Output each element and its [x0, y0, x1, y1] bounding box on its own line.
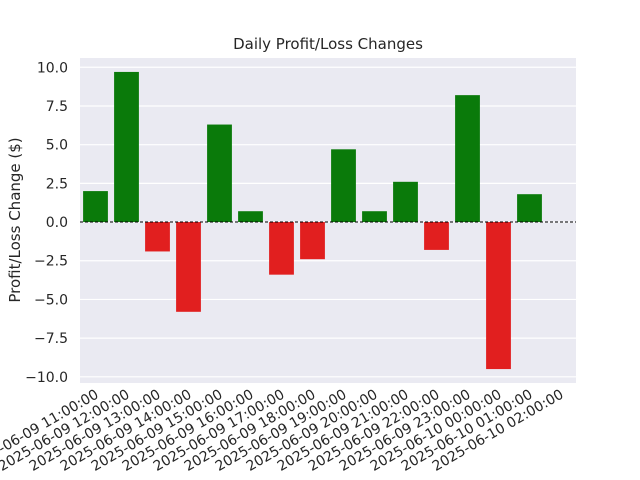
bar [393, 181, 418, 223]
y-tick-label: 2.5 [46, 176, 68, 192]
bar [331, 149, 356, 223]
y-tick-label: 5.0 [46, 138, 68, 154]
bar [238, 211, 263, 223]
y-tick-label: 0.0 [46, 215, 68, 231]
bar [207, 124, 232, 223]
bar [455, 95, 480, 223]
y-tick-label: −7.5 [34, 331, 68, 347]
bar [300, 222, 325, 260]
y-axis-label: Profit/Loss Change ($) [6, 137, 24, 302]
y-tick-label: 10.0 [37, 60, 68, 76]
bar [517, 194, 542, 223]
bar [145, 222, 170, 252]
y-tick-label: −2.5 [34, 254, 68, 270]
bars [83, 71, 542, 370]
chart-title: Daily Profit/Loss Changes [233, 35, 423, 53]
bar [269, 222, 294, 275]
bar [424, 222, 449, 250]
y-tick-label: −10.0 [25, 370, 68, 386]
bar [486, 222, 511, 370]
bar [362, 211, 387, 223]
y-tick-label: −5.0 [34, 292, 68, 308]
bar [176, 222, 201, 312]
y-tick-labels: 10.0 7.5 5.0 2.5 0.0 −2.5 −5.0 −7.5 −10.0 [25, 60, 68, 386]
y-tick-label: 7.5 [46, 99, 68, 115]
bar [83, 191, 108, 223]
bar [114, 71, 139, 223]
